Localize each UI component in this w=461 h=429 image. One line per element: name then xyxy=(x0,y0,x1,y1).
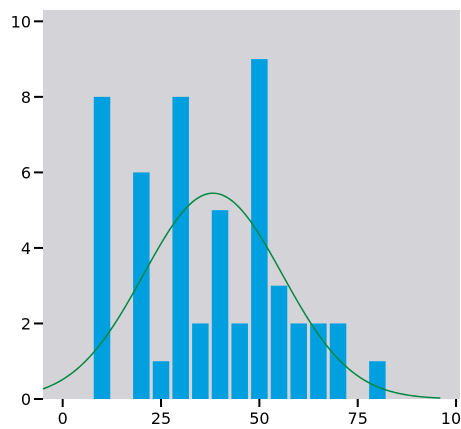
y-tick-label: 8 xyxy=(21,88,31,107)
bar xyxy=(211,210,229,399)
bar xyxy=(93,96,111,400)
x-tick-label: 75 xyxy=(348,409,368,428)
bar xyxy=(310,323,327,399)
bar xyxy=(369,361,386,399)
y-axis: 0 2 4 6 8 10 xyxy=(11,12,43,409)
x-tick-label: 50 xyxy=(249,409,269,428)
x-tick-label: 100 xyxy=(441,409,461,428)
y-tick-label: 6 xyxy=(21,163,31,182)
x-axis: 0 25 50 75 100 xyxy=(58,399,461,428)
x-tick-label: 0 xyxy=(58,409,68,428)
bar xyxy=(192,323,209,399)
bar xyxy=(270,285,288,399)
bar xyxy=(329,323,347,399)
bar xyxy=(251,59,268,399)
bar xyxy=(231,323,248,399)
y-tick-label: 4 xyxy=(21,239,31,258)
bar xyxy=(172,96,189,400)
normal-curve xyxy=(42,192,441,399)
x-tick-label: 25 xyxy=(151,409,171,428)
bars-group xyxy=(93,59,386,400)
y-tick-label: 10 xyxy=(11,12,31,31)
bar xyxy=(290,323,307,399)
y-tick-label: 0 xyxy=(21,390,31,409)
y-tick-label: 2 xyxy=(21,314,31,333)
bar xyxy=(152,361,170,399)
bar xyxy=(133,172,150,399)
